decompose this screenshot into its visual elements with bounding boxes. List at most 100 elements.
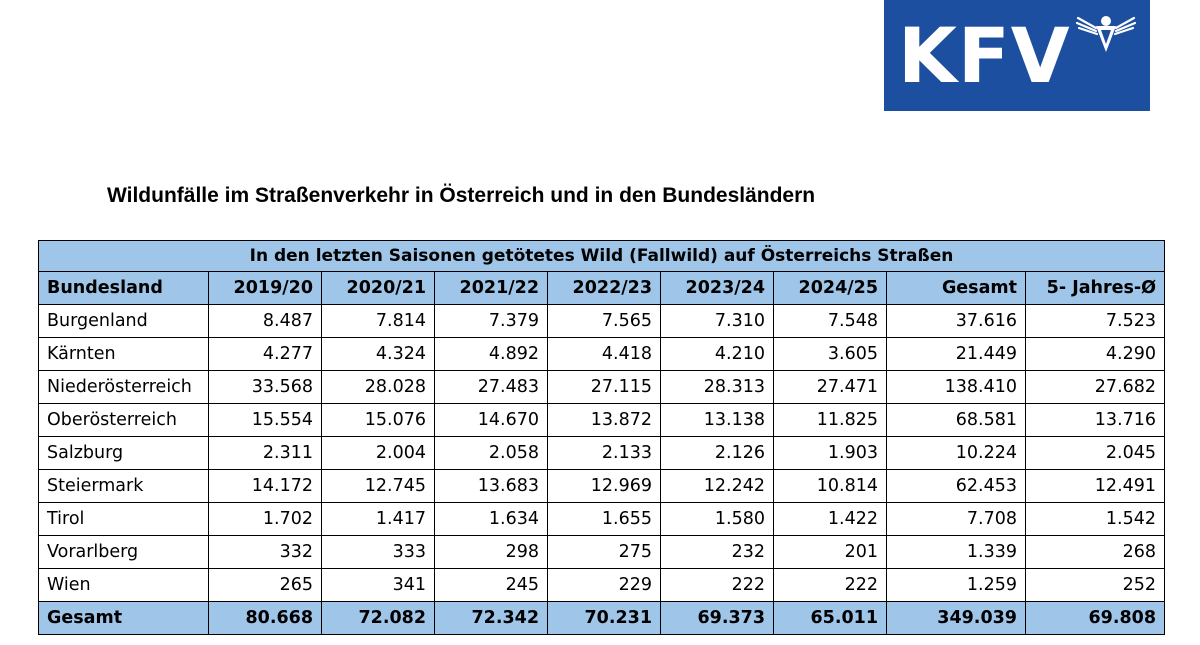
table-cell: 252 <box>1024 568 1166 602</box>
table-cell: 1.339 <box>886 535 1026 569</box>
table-cell: 332 <box>208 535 322 569</box>
table-row: Steiermark 14.172 12.745 13.683 12.969 12.242… <box>38 469 1166 503</box>
table-cell: 222 <box>773 568 887 602</box>
table-cell: 13.716 <box>1024 403 1166 437</box>
table-cell: 14.670 <box>434 403 548 437</box>
table-cell: 7.814 <box>321 304 435 338</box>
table-row: Kärnten 4.277 4.324 4.892 4.418 4.210 3.605 21.… <box>38 337 1166 371</box>
table-cell: 27.682 <box>1024 370 1166 404</box>
table-cell: 245 <box>434 568 548 602</box>
table-header-row: Bundesland 2019/20 2020/21 2021/22 2022/23 20… <box>38 271 1166 305</box>
table-cell: 2.126 <box>660 436 774 470</box>
table-cell: 268 <box>1024 535 1166 569</box>
table-cell: 333 <box>321 535 435 569</box>
table-cell: 27.115 <box>547 370 661 404</box>
row-label: Burgenland <box>38 304 209 338</box>
table-row: Tirol 1.702 1.417 1.634 1.655 1.580 1.422 7.708… <box>38 502 1166 536</box>
table-cell: 14.172 <box>208 469 322 503</box>
table-cell: 8.487 <box>208 304 322 338</box>
table-cell: 7.565 <box>547 304 661 338</box>
table-cell: 11.825 <box>773 403 887 437</box>
row-label: Salzburg <box>38 436 209 470</box>
table-cell: 1.655 <box>547 502 661 536</box>
table-cell: 7.379 <box>434 304 548 338</box>
table-cell: 4.892 <box>434 337 548 371</box>
table-cell: 28.028 <box>321 370 435 404</box>
table-cell: 1.580 <box>660 502 774 536</box>
table-cell: 68.581 <box>886 403 1026 437</box>
table-cell: 37.616 <box>886 304 1026 338</box>
total-cell: 349.039 <box>886 601 1026 635</box>
table-cell: 13.683 <box>434 469 548 503</box>
table-cell: 2.058 <box>434 436 548 470</box>
table-cell: 27.483 <box>434 370 548 404</box>
table-row: Wien 265 341 245 229 222 222 1.259 252 <box>38 568 1166 602</box>
table-cell: 229 <box>547 568 661 602</box>
total-cell: 69.373 <box>660 601 774 635</box>
table-body: Burgenland 8.487 7.814 7.379 7.565 7.310 7.548… <box>38 304 1166 635</box>
column-header: 2024/25 <box>773 271 887 305</box>
row-label: Vorarlberg <box>38 535 209 569</box>
column-header: Gesamt <box>886 271 1026 305</box>
column-header: Bundesland <box>38 271 209 305</box>
table-cell: 13.872 <box>547 403 661 437</box>
table-cell: 232 <box>660 535 774 569</box>
table-cell: 2.045 <box>1024 436 1166 470</box>
row-label: Tirol <box>38 502 209 536</box>
total-label: Gesamt <box>38 601 209 635</box>
page-title: Wildunfälle im Straßenverkehr in Österre… <box>107 184 816 207</box>
total-cell: 69.808 <box>1024 601 1166 635</box>
table-cell: 15.076 <box>321 403 435 437</box>
table-cell: 4.290 <box>1024 337 1166 371</box>
table-cell: 28.313 <box>660 370 774 404</box>
table-cell: 2.004 <box>321 436 435 470</box>
table-cell: 265 <box>208 568 322 602</box>
table-cell: 12.969 <box>547 469 661 503</box>
table-cell: 10.224 <box>886 436 1026 470</box>
table-row: Oberösterreich 15.554 15.076 14.670 13.872 13… <box>38 403 1166 437</box>
table-cell: 222 <box>660 568 774 602</box>
total-cell: 72.082 <box>321 601 435 635</box>
column-header: 2022/23 <box>547 271 661 305</box>
table-cell: 1.903 <box>773 436 887 470</box>
table-cell: 201 <box>773 535 887 569</box>
table-cell: 7.708 <box>886 502 1026 536</box>
table-row: Vorarlberg 332 333 298 275 232 201 1.339 268 <box>38 535 1166 569</box>
table-cell: 62.453 <box>886 469 1026 503</box>
kfv-logo: KFV <box>884 0 1150 111</box>
table-cell: 4.277 <box>208 337 322 371</box>
table-row: Burgenland 8.487 7.814 7.379 7.565 7.310 7.548… <box>38 304 1166 338</box>
table-cell: 1.542 <box>1024 502 1166 536</box>
column-header: 2020/21 <box>321 271 435 305</box>
table-cell: 298 <box>434 535 548 569</box>
table-cell: 4.324 <box>321 337 435 371</box>
row-label: Kärnten <box>38 337 209 371</box>
table-cell: 341 <box>321 568 435 602</box>
table-cell: 7.523 <box>1024 304 1166 338</box>
table-cell: 138.410 <box>886 370 1026 404</box>
logo-text: KFV <box>898 11 1071 100</box>
table-cell: 1.634 <box>434 502 548 536</box>
table-cell: 275 <box>547 535 661 569</box>
table-cell: 27.471 <box>773 370 887 404</box>
eagle-icon <box>1075 16 1137 52</box>
table-cell: 1.422 <box>773 502 887 536</box>
table-cell: 10.814 <box>773 469 887 503</box>
table-cell: 1.702 <box>208 502 322 536</box>
row-label: Steiermark <box>38 469 209 503</box>
total-cell: 70.231 <box>547 601 661 635</box>
column-header: 5- Jahres-Ø <box>1024 271 1166 305</box>
table-cell: 4.210 <box>660 337 774 371</box>
total-cell: 72.342 <box>434 601 548 635</box>
table-cell: 12.491 <box>1024 469 1166 503</box>
table-cell: 7.548 <box>773 304 887 338</box>
table-cell: 15.554 <box>208 403 322 437</box>
table-cell: 21.449 <box>886 337 1026 371</box>
column-header: 2023/24 <box>660 271 774 305</box>
table-cell: 2.311 <box>208 436 322 470</box>
table-cell: 12.242 <box>660 469 774 503</box>
table-cell: 1.417 <box>321 502 435 536</box>
table-cell: 12.745 <box>321 469 435 503</box>
table-cell: 3.605 <box>773 337 887 371</box>
table-cell: 13.138 <box>660 403 774 437</box>
